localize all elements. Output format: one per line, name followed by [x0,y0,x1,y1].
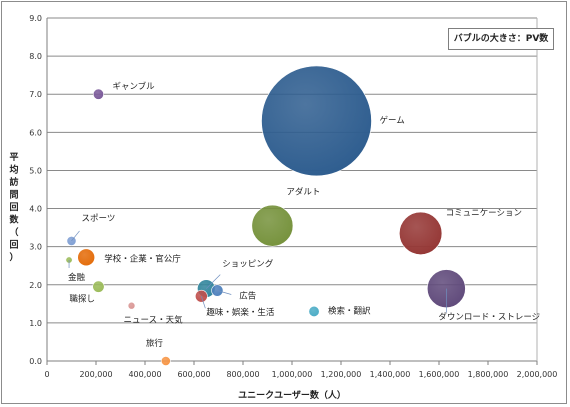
bubble-label: ダウンロード・ストレージ [438,312,540,323]
bubble-label: 検索・翻訳 [328,305,371,316]
label-leader-line [206,274,221,289]
y-tick-label: 7.0 [29,90,42,99]
bubble-label: スポーツ [82,214,116,224]
bubble [251,204,294,247]
leader-layer [68,230,447,313]
x-tick-label: 1,200,000 [321,370,362,379]
bubble-label: 広告 [239,290,256,301]
y-tick-label: 3.0 [29,243,42,252]
bubble [261,65,372,177]
x-tick-label: 800,000 [226,370,259,379]
bubble-label: アダルト [286,187,320,198]
y-tick-label: 9.0 [29,14,42,23]
bubble-label: ギャンブル [112,81,155,92]
bubble-label: ゲーム [380,115,405,126]
bubble-label: 学校・企業・官公庁 [104,253,181,264]
x-tick-label: 200,000 [79,370,112,379]
y-tick-label: 0.0 [29,357,42,366]
y-tick-label: 1.0 [29,319,42,328]
y-axis-title: 平均訪問回数（回） [9,152,19,263]
x-tick-label: 1,000,000 [272,370,313,379]
x-tick-label: 600,000 [177,370,210,379]
label-leader-line [71,230,80,242]
bubble-label: コミュニケーション [446,208,522,218]
bubble-label: 金融 [68,272,86,283]
y-tick-label: 5.0 [29,166,42,175]
bubble [399,211,443,255]
label-leader-line [217,290,232,295]
y-tick-label: 2.0 [29,281,42,290]
bubble-label: 趣味・娯楽・生活 [206,307,275,318]
legend-note: バブルの大きさ：PV数 [448,28,554,50]
bubble [66,236,77,246]
grid-layer [46,17,538,365]
bubble [92,88,104,100]
x-tick-label: 1,800,000 [468,370,509,379]
bubble [160,356,171,366]
bubble [127,301,136,310]
x-tick-label: 1,600,000 [419,370,460,379]
bubble [92,280,105,293]
bubble-label: ニュース・天気 [124,315,184,326]
x-tick-label: 400,000 [128,370,161,379]
bubble [308,305,320,317]
y-tick-label: 4.0 [29,205,42,214]
y-tick-label: 8.0 [29,52,42,61]
bubble-label: 職探し [69,294,95,305]
x-tick-label: 1,400,000 [370,370,411,379]
x-tick-label: 2,000,000 [517,370,558,379]
x-axis-title: ユニークユーザー数（人） [238,389,346,401]
y-tick-label: 6.0 [29,128,42,137]
bubble [77,248,96,267]
bubble-label: 旅行 [146,338,164,349]
x-tick-label: 0 [44,370,49,379]
label-leader-line [201,296,206,309]
bubble-label: ショッピング [222,259,274,270]
tick-layer: 0.0 1.0 2.0 3.0 4.0 5.0 6.0 7.0 8.0 9.0 0 200,000 40… [29,14,557,379]
